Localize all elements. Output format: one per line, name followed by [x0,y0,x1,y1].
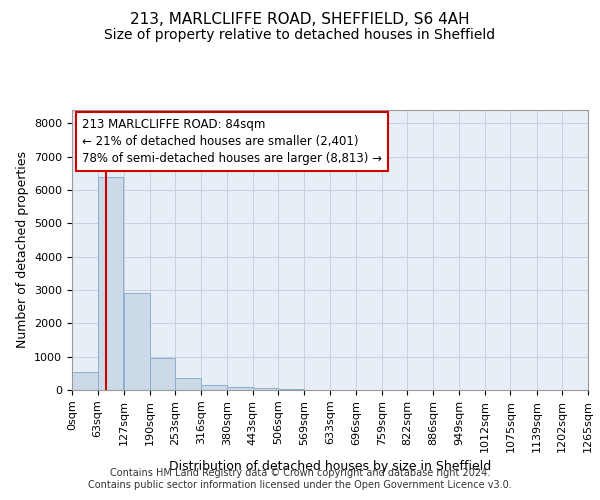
Text: 213 MARLCLIFFE ROAD: 84sqm
← 21% of detached houses are smaller (2,401)
78% of s: 213 MARLCLIFFE ROAD: 84sqm ← 21% of deta… [82,118,382,166]
Bar [72,372,98,390]
Bar [227,386,253,390]
Text: Contains HM Land Registry data © Crown copyright and database right 2024.
Contai: Contains HM Land Registry data © Crown c… [88,468,512,490]
Bar [175,378,201,390]
Text: Size of property relative to detached houses in Sheffield: Size of property relative to detached ho… [104,28,496,42]
Y-axis label: Number of detached properties: Number of detached properties [16,152,29,348]
Bar [253,388,278,390]
Bar [201,384,227,390]
Bar [124,292,149,390]
Bar [278,389,304,390]
X-axis label: Distribution of detached houses by size in Sheffield: Distribution of detached houses by size … [169,460,491,473]
Bar [149,358,175,390]
Bar [98,176,124,390]
Text: 213, MARLCLIFFE ROAD, SHEFFIELD, S6 4AH: 213, MARLCLIFFE ROAD, SHEFFIELD, S6 4AH [130,12,470,28]
